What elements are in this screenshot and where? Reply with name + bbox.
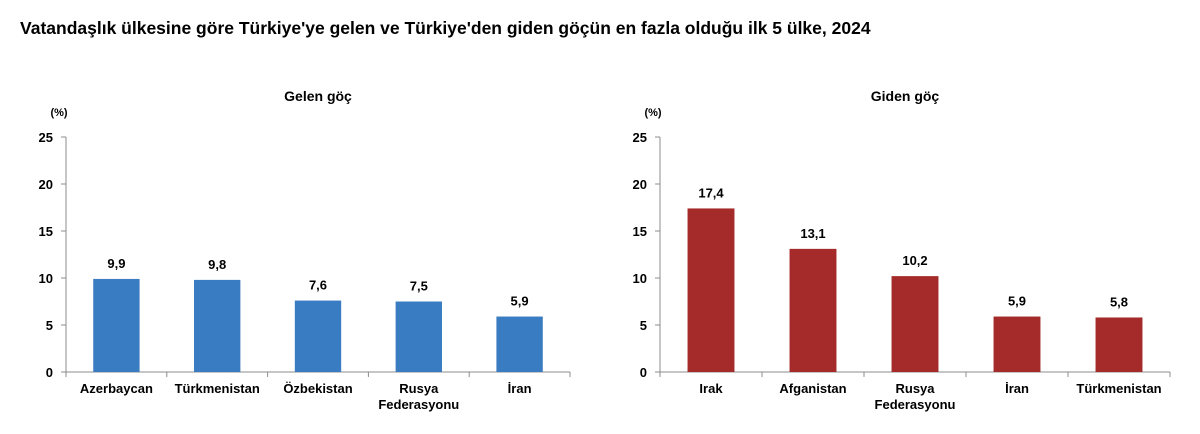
x-tick-label: Federasyonu xyxy=(378,397,459,412)
chart-title: Gelen göç xyxy=(284,88,352,104)
x-tick-label: Türkmenistan xyxy=(175,381,260,396)
data-label: 7,6 xyxy=(309,278,327,293)
chart-title: Giden göç xyxy=(871,88,940,104)
bar xyxy=(1095,317,1143,372)
x-tick-label: Türkmenistan xyxy=(1076,381,1161,396)
page-title: Vatandaşlık ülkesine göre Türkiye'ye gel… xyxy=(20,18,871,38)
bar xyxy=(687,208,735,372)
bar xyxy=(789,248,837,372)
data-label: 17,4 xyxy=(698,185,724,200)
data-label: 7,5 xyxy=(410,279,428,294)
bar xyxy=(395,301,442,372)
bar xyxy=(993,316,1041,372)
y-tick-label: 20 xyxy=(633,177,647,192)
x-tick-label: İran xyxy=(1005,381,1029,396)
x-tick-label: İran xyxy=(508,381,532,396)
y-tick-label: 25 xyxy=(39,130,53,145)
x-tick-label: Rusya xyxy=(895,381,935,396)
y-tick-label: 0 xyxy=(640,365,647,380)
x-tick-label: Özbekistan xyxy=(283,381,352,396)
y-tick-label: 10 xyxy=(633,271,647,286)
chart-giden-goc: Giden göç (%) 0 5 10 15 20 25 17,4 Irak 13,1 Afgani… xyxy=(633,88,1171,412)
data-label: 5,8 xyxy=(1110,294,1128,309)
x-tick-label: Afganistan xyxy=(779,381,846,396)
data-label: 13,1 xyxy=(800,226,825,241)
y-tick-label: 15 xyxy=(39,224,53,239)
data-label: 5,9 xyxy=(511,294,529,309)
y-axis-label: (%) xyxy=(50,107,67,119)
y-axis-label: (%) xyxy=(644,107,661,119)
x-tick-label: Azerbaycan xyxy=(80,381,153,396)
y-tick-label: 10 xyxy=(39,271,53,286)
x-tick-label: Irak xyxy=(699,381,723,396)
data-label: 10,2 xyxy=(902,253,927,268)
bar xyxy=(194,279,241,372)
data-label: 5,9 xyxy=(1008,294,1026,309)
bar xyxy=(93,278,140,372)
y-tick-label: 5 xyxy=(640,318,647,333)
bar xyxy=(891,276,939,372)
bar xyxy=(294,300,342,372)
y-tick-label: 5 xyxy=(46,318,53,333)
y-tick-label: 0 xyxy=(46,365,53,380)
data-label: 9,9 xyxy=(107,256,125,271)
y-tick-label: 20 xyxy=(39,177,53,192)
x-tick-label: Rusya xyxy=(399,381,439,396)
bar xyxy=(496,316,543,372)
chart-gelen-goc: Gelen göç (%) 0 5 10 15 20 25 9,9 Azerbaycan 9,8 Tü… xyxy=(39,88,571,412)
y-tick-label: 25 xyxy=(633,130,647,145)
y-tick-label: 15 xyxy=(633,224,647,239)
x-tick-label: Federasyonu xyxy=(875,397,956,412)
data-label: 9,8 xyxy=(208,257,226,272)
